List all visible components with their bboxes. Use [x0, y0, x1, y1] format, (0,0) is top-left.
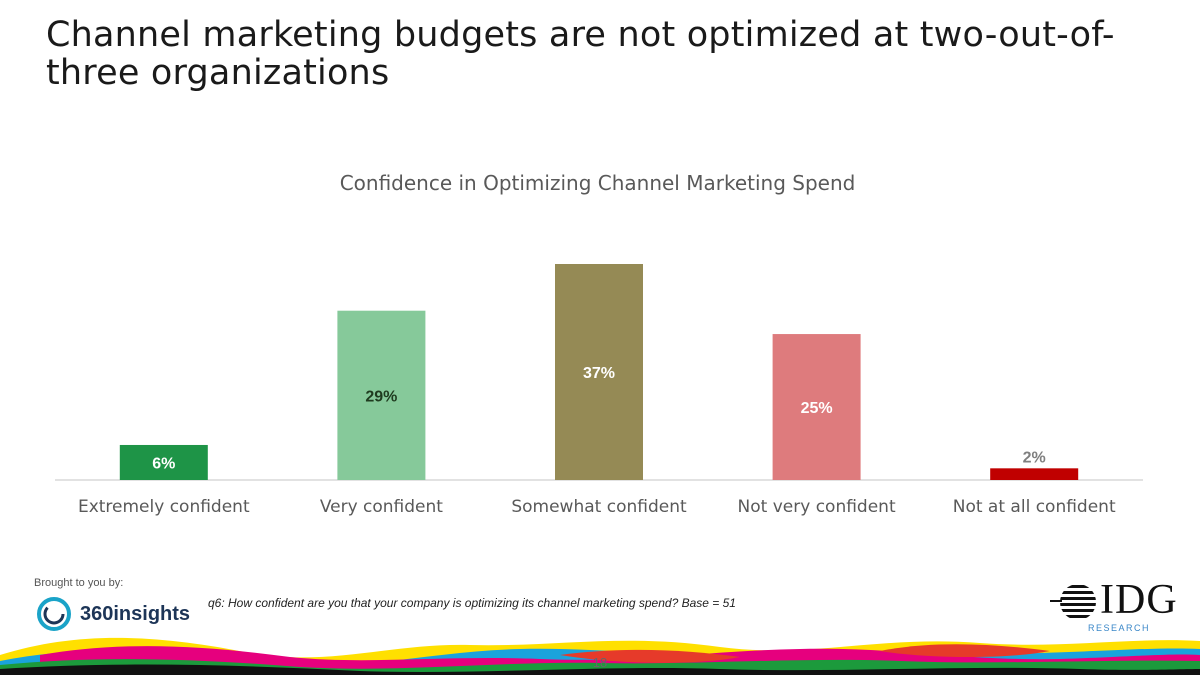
page-number: 18: [592, 655, 608, 670]
bar-very-confident: [337, 310, 426, 480]
category-label-somewhat-confident: Somewhat confident: [511, 497, 687, 517]
globe-stripes-icon: [1050, 585, 1096, 618]
sponsor-logo-text: 360insights: [80, 602, 191, 625]
bar-extremely-confident: [119, 444, 208, 480]
data-label-very-confident: 29%: [365, 388, 397, 405]
bar-chart: 6% Extremely confident 29% Very confident 37…: [55, 264, 1143, 517]
bar-not-very-confident: [772, 334, 861, 480]
brought-to-you-by: Brought to you by:: [34, 577, 124, 589]
slide-title: Channel marketing budgets are not optimi…: [46, 15, 1115, 93]
data-label-somewhat-confident: 37%: [583, 365, 615, 382]
chart-title: Confidence in Optimizing Channel Marketi…: [339, 171, 856, 195]
360-ring-icon: [37, 597, 71, 631]
bar-not-at-all-confident: [990, 468, 1079, 480]
survey-footnote: q6: How confident are you that your comp…: [208, 596, 736, 610]
category-label-extremely-confident: Extremely confident: [78, 497, 250, 517]
idg-logo-text: IDG: [1100, 577, 1178, 623]
bar-somewhat-confident: [555, 264, 643, 480]
idg-research-logo: IDG RESEARCH: [1050, 577, 1190, 634]
data-label-extremely-confident: 6%: [152, 455, 175, 472]
research-label: RESEARCH: [1088, 623, 1151, 633]
sponsor-logo: 360insights: [36, 596, 190, 632]
category-label-not-very-confident: Not very confident: [738, 497, 896, 517]
data-label-not-very-confident: 25%: [801, 400, 833, 417]
decorative-ribbon: [0, 637, 1200, 675]
data-label-not-at-all-confident: 2%: [1023, 449, 1046, 466]
category-label-not-at-all-confident: Not at all confident: [953, 497, 1116, 517]
category-label-very-confident: Very confident: [320, 497, 443, 517]
